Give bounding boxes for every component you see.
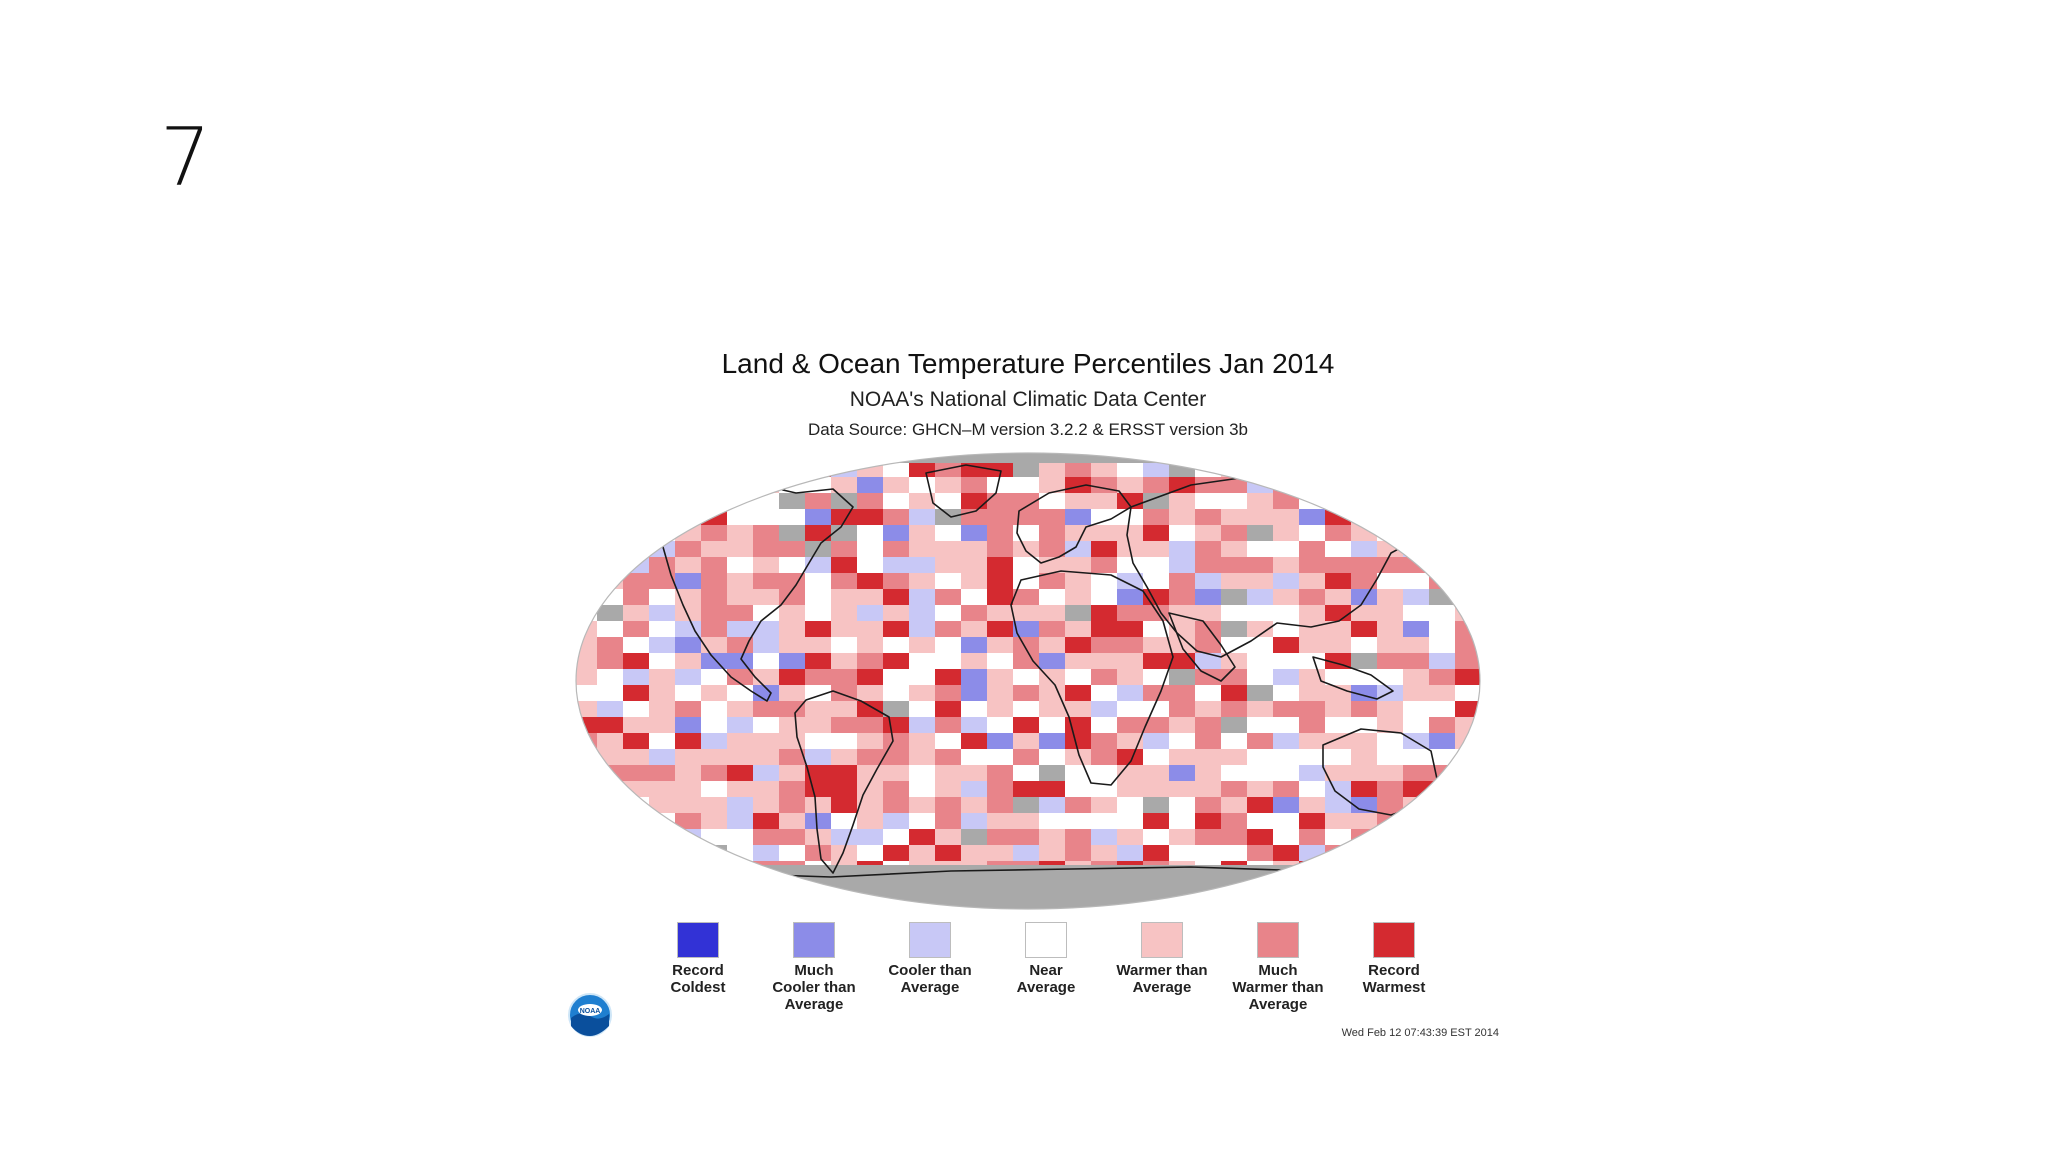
legend-label: Record Warmest [1362,962,1426,996]
legend-label: Cooler than Average [888,962,972,996]
map-subtitle: NOAA's National Climatic Data Center [849,388,1207,411]
legend-swatch [1141,922,1183,958]
map-title: Land & Ocean Temperature Percentiles Jan… [721,348,1335,379]
legend-label: Warmer than Average [1116,962,1208,996]
legend-label: Record Coldest [670,962,726,996]
world-map [575,452,1481,910]
legend-swatch [1025,922,1067,958]
percentile-legend: Record Coldest Much Cooler than Average … [643,922,1425,1022]
legend-swatch [909,922,951,958]
legend-label: Much Cooler than Average [772,962,856,1013]
legend-swatch [793,922,835,958]
percentile-grid [576,453,1480,909]
timestamp: Wed Feb 12 07:43:39 EST 2014 [1341,1027,1499,1039]
map-data-source: Data Source: GHCN–M version 3.2.2 & ERSS… [808,420,1248,439]
legend-label: Near Average [1016,962,1076,996]
legend-item-record-warmest: Record Warmest [1339,922,1449,996]
legend-item-near-average: Near Average [991,922,1101,996]
legend-item-much-warmer: Much Warmer than Average [1223,922,1333,1013]
legend-item-warmer: Warmer than Average [1107,922,1217,996]
legend-swatch [1257,922,1299,958]
temperature-percentiles-figure: Land & Ocean Temperature Percentiles Jan… [553,310,1503,1045]
legend-item-cooler: Cooler than Average [875,922,985,996]
slide-number: 7 [160,111,211,204]
legend-label: Much Warmer than Average [1232,962,1324,1013]
logo-text: NOAA [580,1008,601,1015]
legend-swatch [677,922,719,958]
map-frame [575,452,1481,910]
legend-item-much-cooler: Much Cooler than Average [759,922,869,1013]
legend-item-record-coldest: Record Coldest [643,922,753,996]
noaa-logo-icon: NOAA [568,993,612,1037]
legend-swatch [1373,922,1415,958]
